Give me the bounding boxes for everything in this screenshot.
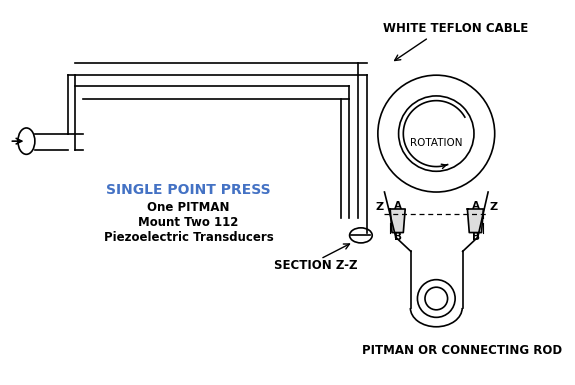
Text: SECTION Z-Z: SECTION Z-Z xyxy=(274,259,358,272)
Text: A: A xyxy=(472,201,480,211)
Polygon shape xyxy=(467,209,484,233)
Text: Z: Z xyxy=(375,202,384,212)
Text: B: B xyxy=(394,232,402,242)
Text: ROTATION: ROTATION xyxy=(410,138,462,148)
Text: PITMAN OR CONNECTING ROD: PITMAN OR CONNECTING ROD xyxy=(362,344,562,357)
Text: WHITE TEFLON CABLE: WHITE TEFLON CABLE xyxy=(382,22,528,35)
Text: Piezoelectric Transducers: Piezoelectric Transducers xyxy=(104,231,273,244)
Text: B: B xyxy=(472,232,480,242)
Text: Mount Two 112: Mount Two 112 xyxy=(138,216,239,229)
Text: SINGLE POINT PRESS: SINGLE POINT PRESS xyxy=(106,183,271,197)
Polygon shape xyxy=(390,209,405,233)
Text: One PITMAN: One PITMAN xyxy=(147,201,229,214)
Text: Z: Z xyxy=(490,202,498,212)
Text: A: A xyxy=(394,201,402,211)
